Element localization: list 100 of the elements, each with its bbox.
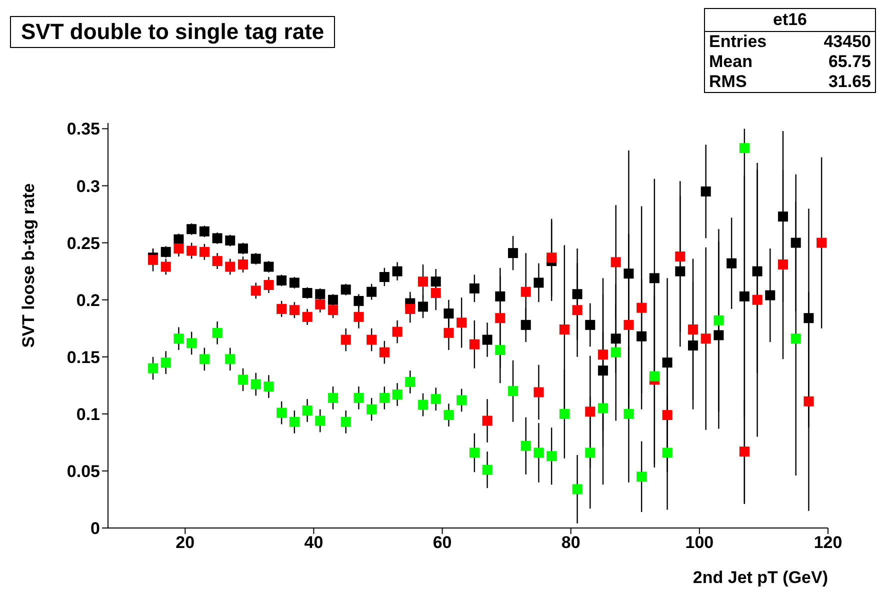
point xyxy=(289,416,300,427)
point xyxy=(804,313,814,324)
point xyxy=(778,212,788,222)
y-tick-label: 0.15 xyxy=(66,348,100,367)
point xyxy=(572,305,582,316)
point xyxy=(315,289,326,300)
point xyxy=(354,312,364,322)
text: 43450 xyxy=(824,32,871,52)
point xyxy=(199,226,210,236)
text: et16 xyxy=(705,9,875,32)
point xyxy=(160,262,171,272)
point xyxy=(430,276,441,287)
point xyxy=(366,334,377,345)
point xyxy=(456,318,467,328)
point xyxy=(739,143,750,154)
point xyxy=(392,390,402,400)
point xyxy=(726,258,737,268)
point xyxy=(199,246,210,257)
point xyxy=(469,283,480,294)
x-tick-label: 80 xyxy=(561,533,580,552)
x-tick-label: 120 xyxy=(814,533,842,552)
point xyxy=(598,350,608,360)
point xyxy=(765,290,776,300)
point xyxy=(328,294,338,305)
point xyxy=(199,354,210,364)
point xyxy=(328,305,338,316)
point xyxy=(238,374,248,385)
point xyxy=(636,302,647,313)
point xyxy=(174,234,184,244)
point xyxy=(250,286,261,296)
point xyxy=(340,284,351,295)
x-tick-label: 60 xyxy=(432,533,452,552)
point xyxy=(225,236,236,246)
point xyxy=(264,280,274,290)
y-tick-label: 0.25 xyxy=(66,234,100,253)
point xyxy=(469,448,480,458)
point xyxy=(469,339,480,350)
point xyxy=(546,451,557,462)
point xyxy=(585,448,596,458)
point xyxy=(624,408,634,419)
x-axis-title: 2nd Jet pT (GeV) xyxy=(692,568,828,587)
point xyxy=(688,340,698,350)
point xyxy=(250,254,261,264)
point xyxy=(534,387,544,398)
point xyxy=(610,257,621,268)
point xyxy=(366,286,377,297)
point xyxy=(482,334,492,345)
point xyxy=(534,278,544,288)
x-tick-label: 20 xyxy=(176,533,195,552)
point xyxy=(546,252,557,263)
point xyxy=(174,334,184,344)
point xyxy=(276,275,287,286)
point xyxy=(444,308,454,319)
point xyxy=(778,259,788,270)
y-tick-label: 0.35 xyxy=(66,120,100,139)
point xyxy=(534,448,544,458)
point xyxy=(816,238,827,248)
point xyxy=(804,396,814,406)
y-tick-label: 0.1 xyxy=(76,404,100,424)
x-tick-label: 40 xyxy=(304,533,324,552)
point xyxy=(418,400,428,410)
text: 31.65 xyxy=(828,72,871,92)
point xyxy=(340,334,351,345)
point xyxy=(675,251,686,262)
point xyxy=(610,347,621,358)
point xyxy=(430,288,441,298)
point xyxy=(714,330,724,340)
point xyxy=(495,313,506,324)
y-tick-label: 0.05 xyxy=(66,462,100,481)
point xyxy=(610,334,621,344)
point xyxy=(418,302,428,312)
point xyxy=(328,392,338,403)
point xyxy=(379,272,390,282)
point xyxy=(739,446,750,457)
point xyxy=(186,246,197,256)
text: Entries xyxy=(709,32,767,52)
point xyxy=(649,371,660,382)
x-tick-label: 100 xyxy=(685,533,714,552)
point xyxy=(186,224,197,234)
y-axis-title: SVT loose b-tag rate xyxy=(19,183,38,348)
point xyxy=(302,405,312,416)
point xyxy=(392,326,402,337)
point xyxy=(508,248,518,258)
point xyxy=(225,262,236,272)
point xyxy=(366,404,377,414)
point xyxy=(636,472,647,482)
point xyxy=(520,440,531,451)
point xyxy=(392,266,402,276)
point xyxy=(174,243,184,254)
point xyxy=(559,408,570,419)
point xyxy=(495,291,506,302)
point xyxy=(649,273,660,284)
point xyxy=(790,238,801,248)
point xyxy=(520,286,531,297)
point xyxy=(624,320,634,330)
point xyxy=(752,266,762,276)
point xyxy=(212,233,222,244)
point xyxy=(186,338,197,348)
point xyxy=(752,294,762,305)
point xyxy=(444,328,454,338)
